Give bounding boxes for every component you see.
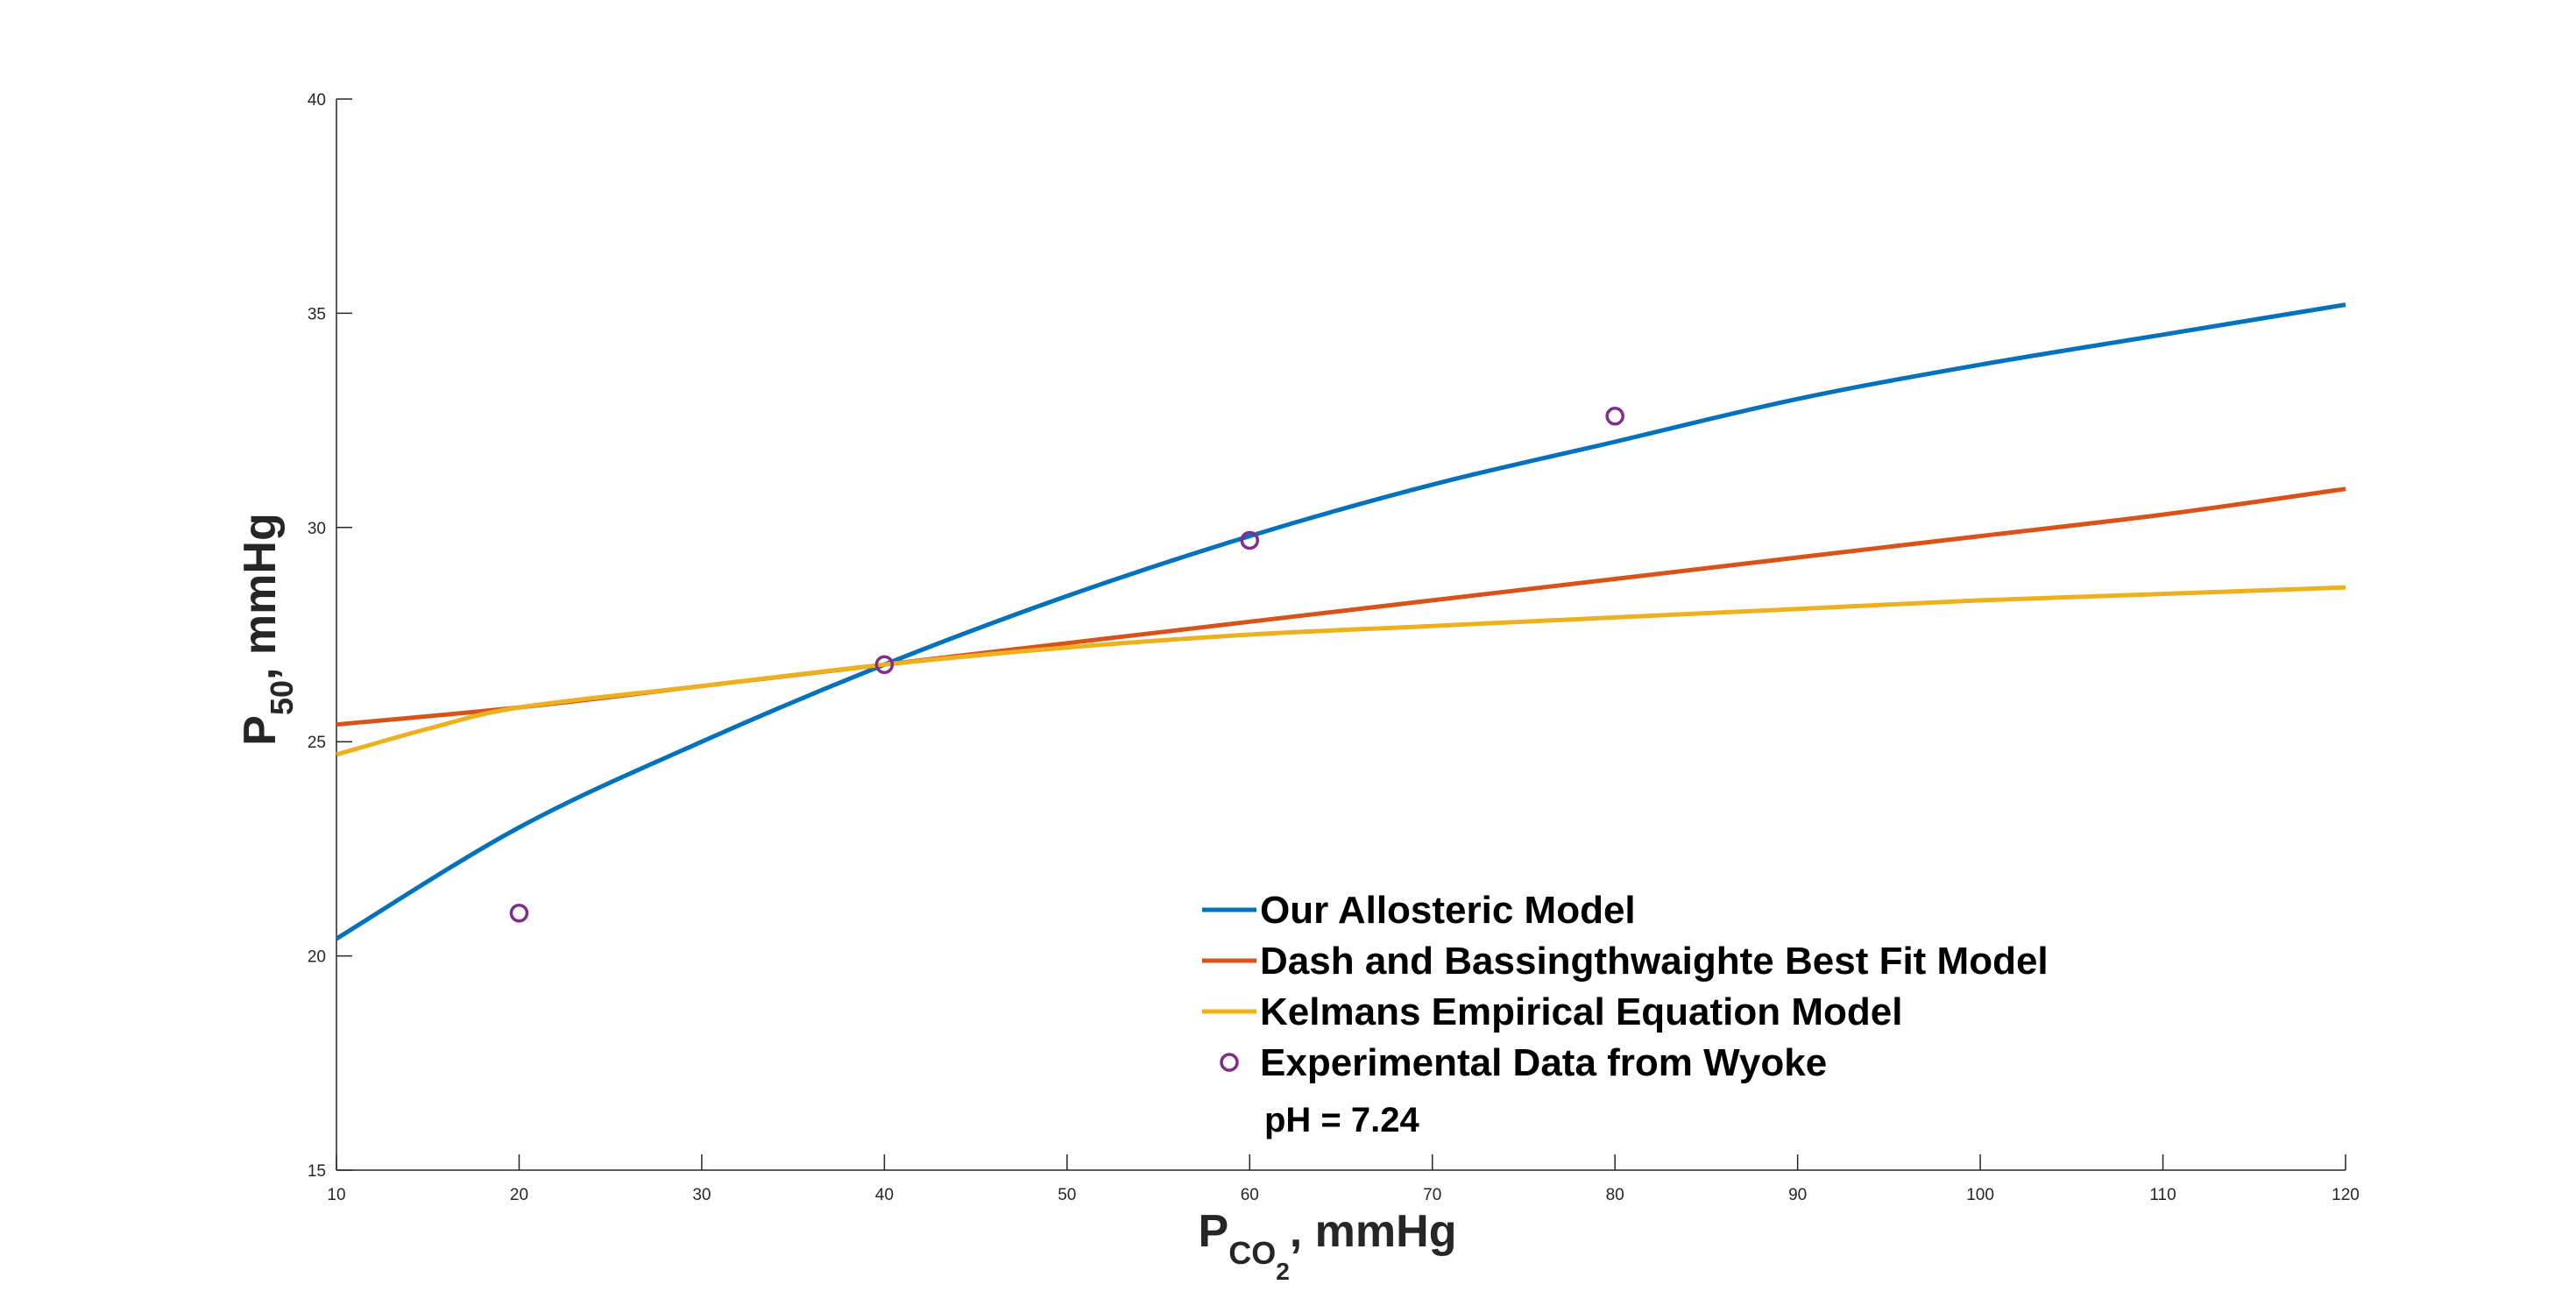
x-axis-title: PCO2, mmHg [1199,1206,1457,1285]
x-tick-label: 100 [1966,1186,1994,1204]
axes: 10 20 30 40 50 60 70 80 90 100 110 120 15 20 25 30 35 40 [308,91,2360,1204]
y-tick-label: 25 [308,734,326,752]
legend-label-1: Our Allosteric Model [1260,889,1636,932]
x-axis-title-sub2: 2 [1276,1258,1290,1285]
x-tick-label: 120 [2332,1186,2360,1204]
y-axis-title: P50, mmHg [235,513,300,745]
x-axis-title-main: P [1199,1206,1229,1257]
y-tick-label: 15 [308,1162,326,1181]
data-point [874,655,895,674]
data-point [1605,406,1624,426]
legend: Our Allosteric Model Dash and Bassingthwa… [1202,889,2049,1084]
data-point [509,903,529,923]
x-ticks: 10 20 30 40 50 60 70 80 90 100 110 120 [327,1154,2360,1204]
x-tick-label: 80 [1606,1186,1624,1204]
series-layer [335,302,2346,941]
legend-label-3: Kelmans Empirical Equation Model [1260,990,1902,1033]
y-ticks: 15 20 25 30 35 40 [308,91,352,1181]
x-tick-label: 70 [1423,1186,1441,1204]
y-axis-title-rest: , mmHg [235,513,286,680]
ph-annotation: pH = 7.24 [1264,1101,1420,1139]
x-tick-label: 110 [2149,1186,2176,1204]
series-line-1 [335,302,2346,941]
y-tick-label: 40 [308,91,326,110]
series-line-3 [336,585,2346,757]
legend-swatch-4 [1220,1053,1239,1072]
x-tick-label: 20 [510,1186,528,1204]
series-line-2 [336,486,2346,728]
y-tick-label: 35 [308,305,326,323]
x-tick-label: 10 [327,1186,345,1204]
y-tick-label: 30 [308,520,326,538]
legend-label-4: Experimental Data from Wyoke [1260,1041,1827,1084]
y-axis-title-sub: 50 [264,680,300,715]
x-tick-label: 50 [1058,1186,1076,1204]
x-tick-label: 30 [692,1186,711,1204]
x-tick-label: 90 [1788,1186,1807,1204]
data-point [1240,530,1260,550]
legend-label-2: Dash and Bassingthwaighte Best Fit Model [1260,940,2049,983]
x-tick-label: 60 [1241,1186,1259,1204]
x-axis-title-sub1: CO [1228,1235,1276,1271]
y-axis-title-main: P [235,715,286,746]
x-axis-title-rest: , mmHg [1290,1206,1457,1257]
y-tick-label: 20 [308,948,326,967]
x-tick-label: 40 [875,1186,894,1204]
